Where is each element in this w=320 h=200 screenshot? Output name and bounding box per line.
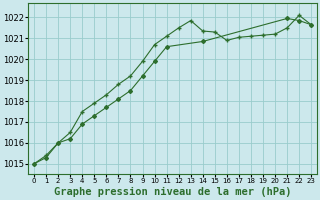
X-axis label: Graphe pression niveau de la mer (hPa): Graphe pression niveau de la mer (hPa) — [54, 187, 292, 197]
